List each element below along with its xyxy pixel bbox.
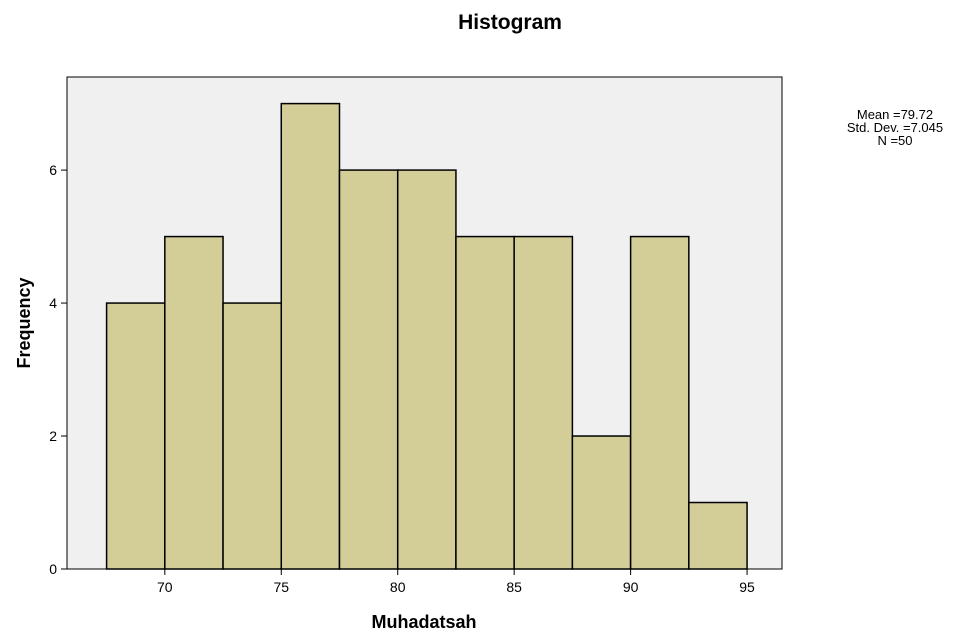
stats-n: N =50 bbox=[877, 133, 913, 148]
y-axis-title: Frequency bbox=[14, 277, 34, 368]
histogram-bar-4 bbox=[338, 169, 399, 570]
histogram-bar-2 bbox=[222, 302, 283, 570]
stats-std-dev: Std. Dev. =7.045 bbox=[846, 120, 944, 135]
histogram-bar-8 bbox=[571, 435, 632, 570]
chart-title: Histogram bbox=[458, 11, 562, 34]
y-tick-label-2: 4 bbox=[49, 295, 57, 311]
stats-mean: Mean =79.72 bbox=[856, 107, 934, 122]
x-tick-label-0: 70 bbox=[157, 579, 173, 595]
x-tick-label-4: 90 bbox=[623, 579, 639, 595]
x-tick-label-3: 85 bbox=[506, 579, 522, 595]
stats-box: Mean =79.72 Std. Dev. =7.045 N =50 bbox=[820, 108, 970, 147]
x-tick-label-2: 80 bbox=[390, 579, 406, 595]
y-tick-label-3: 6 bbox=[49, 162, 57, 178]
histogram-bar-3 bbox=[280, 102, 341, 570]
y-axis: 0 2 4 6 bbox=[49, 162, 67, 577]
histogram-bar-10 bbox=[688, 501, 748, 570]
bars-group bbox=[105, 102, 748, 570]
y-tick-label-0: 0 bbox=[49, 561, 57, 577]
y-tick-label-1: 2 bbox=[49, 428, 57, 444]
x-tick-label-1: 75 bbox=[273, 579, 289, 595]
histogram-bar-6 bbox=[455, 235, 515, 570]
histogram-bar-5 bbox=[396, 169, 457, 570]
histogram-bar-9 bbox=[629, 235, 690, 570]
x-axis: 70 75 80 85 90 95 bbox=[157, 569, 755, 595]
histogram-bar-0 bbox=[105, 302, 166, 570]
x-tick-label-5: 95 bbox=[739, 579, 755, 595]
x-axis-title: Muhadatsah bbox=[371, 612, 476, 632]
histogram-bar-1 bbox=[164, 235, 224, 570]
histogram-bar-7 bbox=[513, 235, 574, 570]
